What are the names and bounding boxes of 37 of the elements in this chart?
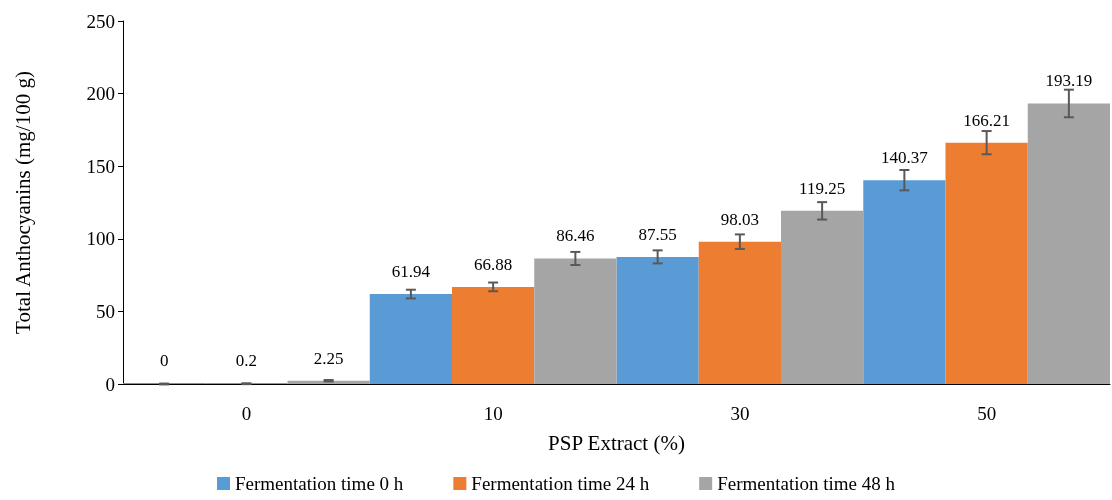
legend-label: Fermentation time 0 h [235,473,404,494]
data-label: 87.55 [638,224,677,244]
data-label: 193.19 [1045,71,1093,91]
data-label: 61.94 [391,262,431,282]
bar [698,241,781,384]
bar [534,258,617,384]
data-label: 0.2 [235,351,257,370]
y-tick-label: 50 [96,300,115,322]
bar [616,256,699,384]
data-label: 166.21 [963,110,1010,130]
data-label: 86.46 [556,226,595,246]
bar [452,286,535,384]
data-label: 98.03 [720,209,759,229]
y-tick-label: 250 [86,10,115,32]
x-axis-title: PSP Extract (%) [548,430,685,455]
bar [369,294,452,384]
y-tick-label: 150 [86,155,115,177]
data-label: 0 [159,351,169,370]
legend-label: Fermentation time 24 h [471,473,650,494]
data-label: 140.37 [881,148,929,168]
bar [1027,103,1110,384]
y-tick-label: 100 [86,228,115,250]
legend-label: Fermentation time 48 h [717,473,896,494]
bar [863,180,946,384]
y-tick-label: 200 [86,83,115,105]
data-label: 2.25 [313,348,344,368]
data-label: 66.88 [474,254,513,274]
y-axis-title: Total Anthocyanins (mg/100 g) [10,71,35,334]
x-tick-label: 10 [483,403,503,424]
data-label: 119.25 [799,178,846,198]
x-tick-label: 0 [241,403,252,424]
x-tick-label: 30 [730,403,750,424]
bar [287,380,370,384]
y-tick-label: 0 [105,373,115,395]
bar [945,142,1028,384]
bar [781,210,864,384]
x-tick-label: 50 [977,403,997,424]
